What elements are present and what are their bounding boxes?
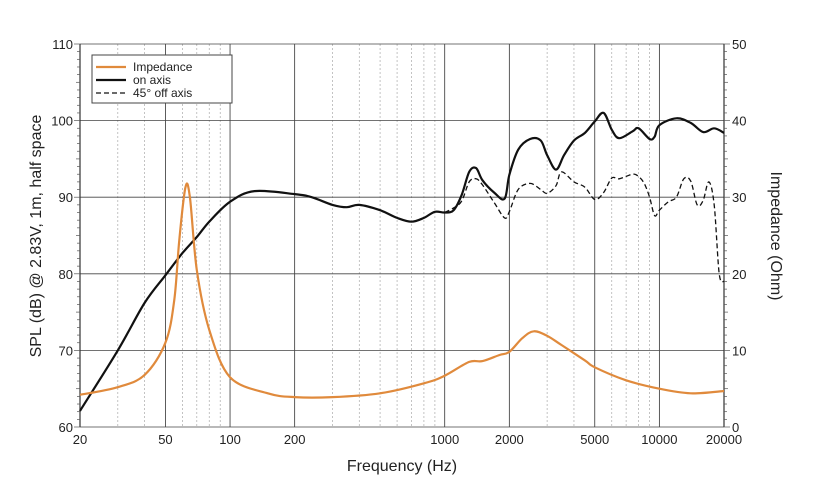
series-group [79, 111, 725, 412]
impedance-curve [79, 182, 725, 399]
y-tick-label-left: 110 [52, 37, 73, 52]
on-axis-curve [79, 111, 725, 412]
x-tick-label: 50 [158, 432, 172, 447]
x-tick-label: 20 [73, 432, 87, 447]
x-tick-label: 2000 [495, 432, 524, 447]
y-tick-label-right: 20 [732, 267, 746, 282]
y-tick-label-right: 0 [732, 420, 739, 435]
y-tick-label-left: 80 [59, 267, 73, 282]
x-tick-label: 100 [219, 432, 241, 447]
x-tick-label: 10000 [641, 432, 677, 447]
legend-label-off-axis: 45° off axis [133, 86, 192, 100]
off-axis-curve [444, 171, 725, 283]
x-tick-label: 200 [284, 432, 306, 447]
x-tick-label: 20000 [706, 432, 742, 447]
grid [79, 43, 725, 428]
y-axis-label-left: SPL (dB) @ 2.83V, 1m, half space [28, 115, 45, 358]
x-axis-label: Frequency (Hz) [347, 458, 457, 475]
y-tick-label-left: 100 [51, 114, 73, 129]
legend-label-on-axis: on axis [133, 73, 171, 87]
y-tick-label-right: 50 [732, 37, 746, 52]
y-tick-label-left: 70 [59, 343, 73, 358]
legend: Impedance on axis 45° off axis [91, 54, 233, 104]
axes: 60 70 80 90 100 110 0 10 20 30 40 50 20 50 100 200 1000 2… [51, 37, 746, 447]
y-axis-label-right: Impedance (Ohm) [767, 172, 784, 301]
y-tick-label-right: 10 [732, 343, 746, 358]
y-tick-label-left: 90 [59, 190, 73, 205]
x-tick-label: 1000 [430, 432, 459, 447]
y-tick-label-right: 40 [732, 114, 746, 129]
legend-label-impedance: Impedance [133, 60, 193, 74]
y-tick-label-right: 30 [732, 190, 746, 205]
x-tick-label: 5000 [580, 432, 609, 447]
y-tick-label-left: 60 [59, 420, 73, 435]
